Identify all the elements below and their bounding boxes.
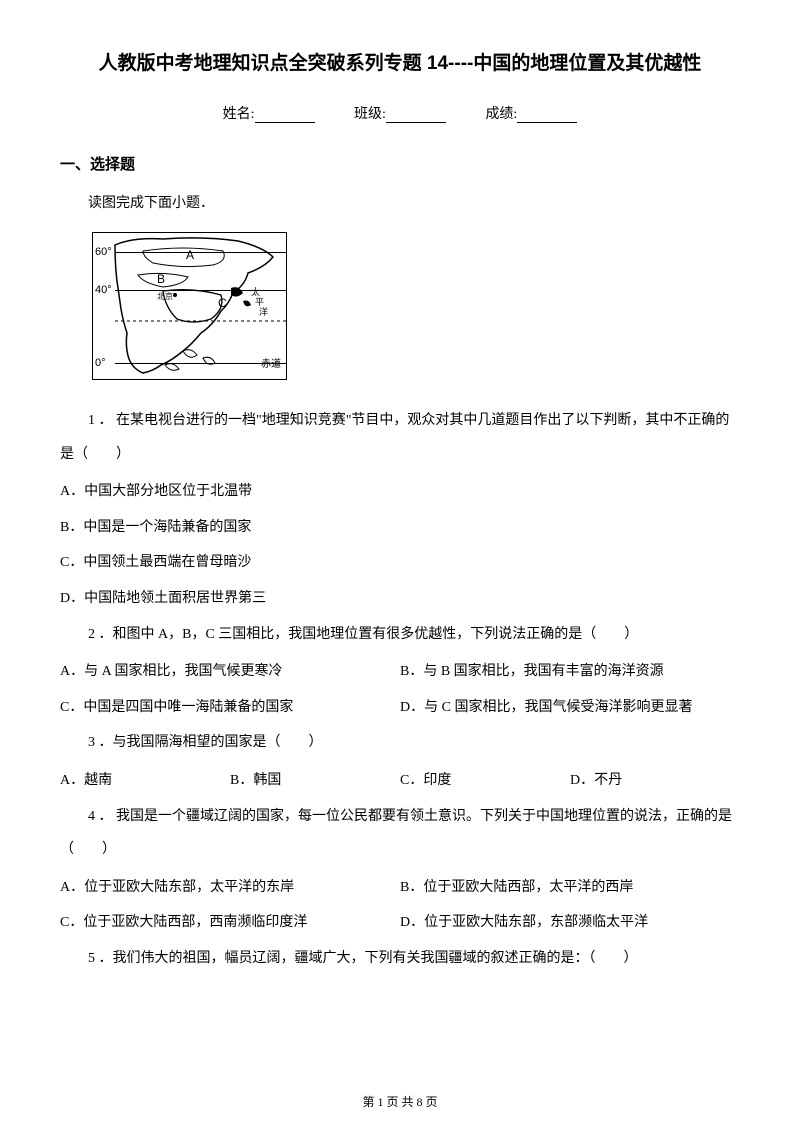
section-1-header: 一、选择题 (60, 153, 740, 174)
q2-stem: 2 ．和图中 A，B，C 三国相比，我国地理位置有很多优越性，下列说法正确的是（… (60, 618, 740, 652)
q4-stem: 4 ． 我国是一个疆域辽阔的国家，每一位公民都要有领土意识。下列关于中国地理位置… (60, 800, 740, 867)
q2-option-d: D．与 C 国家相比，我国气候受海洋影响更显著 (400, 691, 740, 725)
svg-text:赤道: 赤道 (261, 357, 281, 370)
q2-option-b: B．与 B 国家相比，我国有丰富的海洋资源 (400, 655, 740, 689)
document-title: 人教版中考地理知识点全突破系列专题 14----中国的地理位置及其优越性 (60, 48, 740, 75)
class-label: 班级: (354, 107, 386, 122)
class-blank[interactable] (386, 109, 446, 123)
student-info-line: 姓名: 班级: 成绩: (60, 103, 740, 123)
q3-options: A．越南 B．韩国 C．印度 D．不丹 (60, 764, 740, 798)
q4-row-ab: A．位于亚欧大陆东部，太平洋的东岸 B．位于亚欧大陆西部，太平洋的西岸 (60, 871, 740, 905)
map-svg: A B C 太 平 洋 赤道 北京 (93, 233, 288, 381)
name-label: 姓名: (223, 107, 255, 122)
footer-mid: 页 共 (383, 1095, 416, 1109)
q1-option-c: C．中国领土最西端在曾母暗沙 (60, 546, 740, 580)
q4-option-c: C．位于亚欧大陆西部，西南濒临印度洋 (60, 906, 400, 940)
q3-stem: 3 ．与我国隔海相望的国家是（ ） (60, 726, 740, 760)
svg-text:北京: 北京 (157, 291, 173, 301)
q4-option-b: B．位于亚欧大陆西部，太平洋的西岸 (400, 871, 740, 905)
q2-row-ab: A．与 A 国家相比，我国气候更寒冷 B．与 B 国家相比，我国有丰富的海洋资源 (60, 655, 740, 689)
q4-row-cd: C．位于亚欧大陆西部，西南濒临印度洋 D．位于亚欧大陆东部，东部濒临太平洋 (60, 906, 740, 940)
footer-suffix: 页 (423, 1095, 438, 1109)
svg-text:B: B (157, 272, 165, 286)
q1-stem: 1 ． 在某电视台进行的一档"地理知识竞赛"节目中，观众对其中几道题目作出了以下… (60, 404, 740, 471)
q4-option-d: D．位于亚欧大陆东部，东部濒临太平洋 (400, 906, 740, 940)
svg-text:C: C (218, 296, 227, 310)
q2-option-a: A．与 A 国家相比，我国气候更寒冷 (60, 655, 400, 689)
q1-option-b: B．中国是一个海陆兼备的国家 (60, 511, 740, 545)
q1-option-a: A．中国大部分地区位于北温带 (60, 475, 740, 509)
map-figure: 60° 40° 0° A B C 太 平 洋 赤道 北京 (92, 232, 287, 380)
score-label: 成绩: (485, 107, 517, 122)
q2-option-c: C．中国是四国中唯一海陆兼备的国家 (60, 691, 400, 725)
q3-option-a: A．越南 (60, 764, 230, 798)
svg-text:A: A (186, 248, 194, 262)
page-footer: 第 1 页 共 8 页 (0, 1093, 800, 1110)
name-blank[interactable] (255, 109, 315, 123)
q3-option-c: C．印度 (400, 764, 570, 798)
footer-prefix: 第 (362, 1095, 377, 1109)
q1-option-d: D．中国陆地领土面积居世界第三 (60, 582, 740, 616)
svg-text:太: 太 (251, 286, 260, 297)
q4-option-a: A．位于亚欧大陆东部，太平洋的东岸 (60, 871, 400, 905)
q3-option-b: B．韩国 (230, 764, 400, 798)
q5-stem: 5 ．我们伟大的祖国，幅员辽阔，疆域广大，下列有关我国疆域的叙述正确的是：（ ） (60, 942, 740, 976)
q2-row-cd: C．中国是四国中唯一海陆兼备的国家 D．与 C 国家相比，我国气候受海洋影响更显… (60, 691, 740, 725)
score-blank[interactable] (517, 109, 577, 123)
svg-text:洋: 洋 (259, 306, 268, 317)
intro-text: 读图完成下面小题． (60, 192, 740, 212)
q3-option-d: D．不丹 (570, 764, 740, 798)
svg-text:平: 平 (255, 297, 264, 307)
